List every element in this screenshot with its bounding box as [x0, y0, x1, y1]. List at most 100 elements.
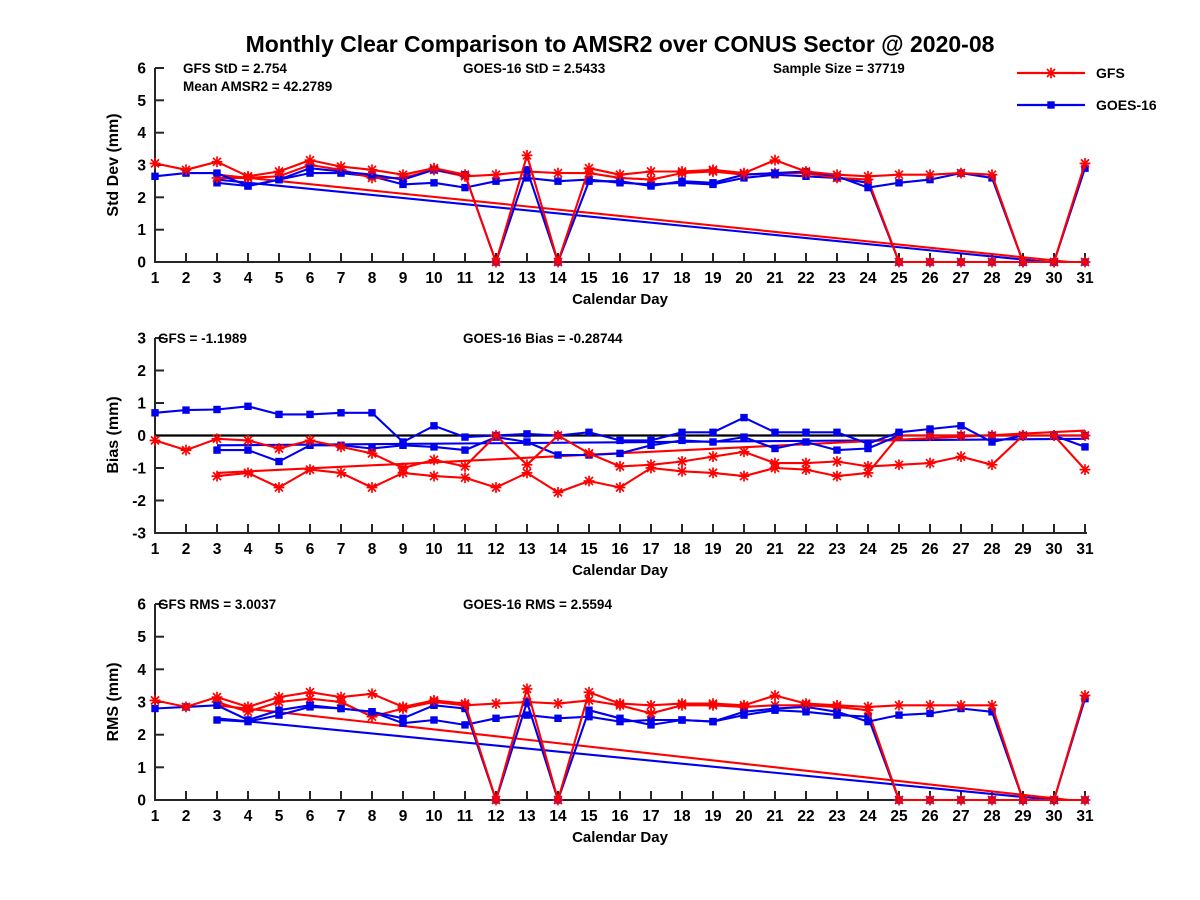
- y-tick-labels: -3 -2 -1 0 1 2 3: [132, 331, 146, 543]
- svg-text:9: 9: [399, 541, 408, 558]
- series-line-gfs-trend: [216, 429, 1086, 474]
- svg-text:22: 22: [797, 808, 814, 825]
- series-line-goes-16-trend: [216, 178, 1048, 264]
- svg-text:21: 21: [766, 270, 784, 287]
- svg-text:7: 7: [337, 541, 346, 558]
- svg-text:1: 1: [137, 760, 146, 777]
- svg-text:23: 23: [828, 541, 846, 558]
- series-markers-gfs: [149, 430, 1091, 475]
- svg-text:29: 29: [1014, 270, 1032, 287]
- chart-title: Monthly Clear Comparison to AMSR2 over C…: [245, 31, 995, 57]
- svg-text:3: 3: [213, 270, 222, 287]
- svg-text:24: 24: [859, 808, 877, 825]
- svg-text:24: 24: [859, 270, 877, 287]
- svg-text:25: 25: [890, 541, 908, 558]
- svg-text:30: 30: [1045, 270, 1062, 287]
- svg-text:22: 22: [797, 541, 814, 558]
- svg-text:0: 0: [137, 793, 146, 810]
- svg-text:5: 5: [275, 270, 284, 287]
- svg-text:17: 17: [642, 808, 659, 825]
- svg-text:6: 6: [306, 270, 315, 287]
- svg-text:-2: -2: [132, 493, 146, 510]
- svg-text:7: 7: [337, 270, 346, 287]
- svg-text:4: 4: [137, 662, 146, 679]
- svg-text:4: 4: [244, 541, 253, 558]
- svg-text:4: 4: [137, 125, 146, 142]
- svg-text:26: 26: [921, 808, 939, 825]
- annotation-mean-amsr2: Mean AMSR2 = 42.2789: [183, 79, 333, 94]
- svg-text:5: 5: [137, 629, 146, 646]
- svg-text:11: 11: [457, 808, 474, 825]
- svg-text:8: 8: [368, 808, 377, 825]
- svg-text:6: 6: [306, 541, 315, 558]
- svg-text:31: 31: [1076, 270, 1094, 287]
- svg-text:13: 13: [518, 541, 536, 558]
- legend-item-goes16: GOES-16: [1015, 89, 1157, 121]
- svg-text:27: 27: [952, 270, 969, 287]
- gfs-line-swatch-icon: [1017, 67, 1085, 79]
- legend-label-goes16: GOES-16: [1096, 97, 1157, 113]
- svg-text:27: 27: [952, 541, 969, 558]
- x-tick-labels: 1 2 3 4 5 6 7 8 9 10 11 12 13 14 15 16 17 18 19 20 21 22 23 24 2…: [151, 808, 1094, 825]
- svg-text:28: 28: [983, 270, 1001, 287]
- x-tick-labels: 1 2 3 4 5 6 7 8 9 10 11 12 13 14 15 16 17 18 19 20 21 22 23 24 2…: [151, 541, 1094, 558]
- xlabel-calendar-day-1: Calendar Day: [572, 291, 668, 308]
- annotation-goes16-rms: GOES-16 RMS = 2.5594: [463, 597, 612, 612]
- svg-text:20: 20: [735, 270, 752, 287]
- svg-text:12: 12: [487, 808, 504, 825]
- svg-text:1: 1: [137, 222, 146, 239]
- svg-text:29: 29: [1014, 808, 1032, 825]
- svg-text:0: 0: [137, 428, 146, 445]
- svg-text:18: 18: [673, 270, 691, 287]
- annotation-gfs-bias: GFS = -1.1989: [158, 331, 247, 346]
- svg-text:17: 17: [642, 270, 659, 287]
- svg-text:1: 1: [137, 396, 146, 413]
- svg-text:1: 1: [151, 541, 160, 558]
- annotation-gfs-rms: GFS RMS = 3.0037: [158, 597, 277, 612]
- svg-text:17: 17: [642, 541, 659, 558]
- series-markers-gfs: [149, 149, 1091, 268]
- svg-text:3: 3: [137, 331, 146, 348]
- svg-text:14: 14: [549, 808, 567, 825]
- series-line-gfs-trend: [216, 704, 1070, 802]
- xlabel-calendar-day-3: Calendar Day: [572, 829, 668, 846]
- svg-text:16: 16: [611, 270, 629, 287]
- svg-text:5: 5: [137, 93, 146, 110]
- svg-text:15: 15: [580, 270, 598, 287]
- svg-text:15: 15: [580, 808, 598, 825]
- svg-text:5: 5: [275, 808, 284, 825]
- svg-text:20: 20: [735, 541, 752, 558]
- annotation-sample-size: Sample Size = 37719: [773, 61, 905, 76]
- svg-text:31: 31: [1076, 541, 1094, 558]
- svg-text:10: 10: [425, 541, 442, 558]
- legend-label-gfs: GFS: [1096, 65, 1125, 81]
- svg-text:0: 0: [137, 255, 146, 272]
- svg-text:2: 2: [137, 190, 146, 207]
- svg-text:20: 20: [735, 808, 752, 825]
- svg-text:18: 18: [673, 541, 691, 558]
- svg-text:9: 9: [399, 270, 408, 287]
- svg-text:18: 18: [673, 808, 691, 825]
- svg-text:5: 5: [275, 541, 284, 558]
- annotation-goes16-std: GOES-16 StD = 2.5433: [463, 61, 606, 76]
- svg-text:22: 22: [797, 270, 814, 287]
- svg-text:2: 2: [137, 363, 146, 380]
- x-ticks: [154, 791, 1086, 800]
- annotation-goes16-bias: GOES-16 Bias = -0.28744: [463, 331, 623, 346]
- svg-text:8: 8: [368, 541, 377, 558]
- series-line-gfs-trend: [216, 173, 1070, 264]
- svg-text:11: 11: [457, 541, 474, 558]
- svg-text:30: 30: [1045, 541, 1062, 558]
- y-tick-labels: 0 1 2 3 4 5 6: [137, 597, 146, 810]
- svg-text:26: 26: [921, 541, 939, 558]
- svg-text:8: 8: [368, 270, 377, 287]
- svg-text:11: 11: [457, 270, 474, 287]
- svg-text:28: 28: [983, 808, 1001, 825]
- svg-text:21: 21: [766, 808, 784, 825]
- svg-text:2: 2: [182, 541, 191, 558]
- x-ticks: [154, 253, 1086, 262]
- svg-text:6: 6: [137, 61, 146, 78]
- legend: GFS GOES-16: [1015, 57, 1157, 121]
